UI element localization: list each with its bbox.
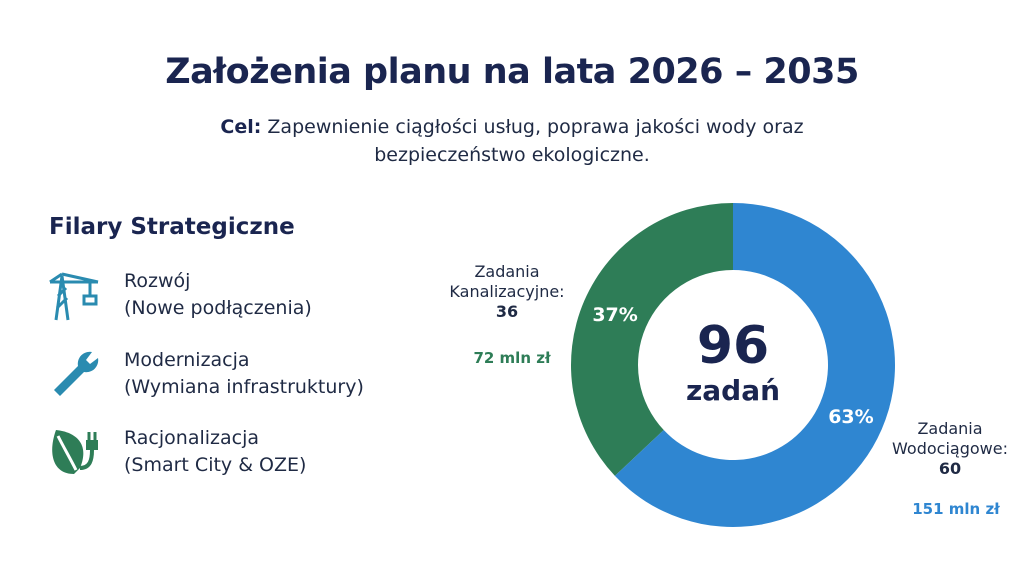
pillar-name: Racjonalizacja bbox=[124, 427, 260, 449]
category-name: Zadania Kanalizacyjne: bbox=[449, 262, 565, 301]
category-count: 60 bbox=[938, 459, 962, 478]
goal: Cel: Zapewnienie ciągłości usług, popraw… bbox=[190, 113, 834, 169]
center-label: zadań bbox=[686, 374, 780, 407]
category-count: 36 bbox=[495, 302, 519, 321]
category-label: Zadania Wodociągowe: 60 bbox=[880, 419, 1020, 479]
data-label: 63% bbox=[828, 406, 873, 428]
pillar-detail: (Wymiana infrastruktury) bbox=[124, 376, 364, 398]
pillar-name: Modernizacja bbox=[124, 349, 250, 371]
pillar-detail: (Smart City & OZE) bbox=[124, 454, 307, 476]
data-label: 37% bbox=[592, 304, 637, 326]
donut-segment bbox=[614, 203, 895, 527]
category-label: Zadania Kanalizacyjne: 36 bbox=[437, 262, 577, 322]
category-name: Zadania Wodociągowe: bbox=[892, 419, 1008, 458]
leaf-plug-icon bbox=[52, 430, 98, 474]
category-amount: 72 mln zł bbox=[473, 349, 551, 367]
center-value: 96 bbox=[697, 316, 769, 376]
wrench-icon bbox=[54, 351, 99, 396]
crane-icon bbox=[49, 272, 99, 321]
slide-title: Założenia planu na lata 2026 – 2035 bbox=[165, 52, 859, 92]
donut-segment bbox=[571, 203, 733, 476]
goal-text: Zapewnienie ciągłości usług, poprawa jak… bbox=[267, 116, 804, 166]
pillar-name: Rozwój bbox=[124, 270, 191, 292]
pillars-title: Filary Strategiczne bbox=[49, 214, 295, 240]
goal-label: Cel: bbox=[220, 116, 262, 138]
pillar-detail: (Nowe podłączenia) bbox=[124, 297, 312, 319]
category-amount: 151 mln zł bbox=[912, 500, 1000, 518]
